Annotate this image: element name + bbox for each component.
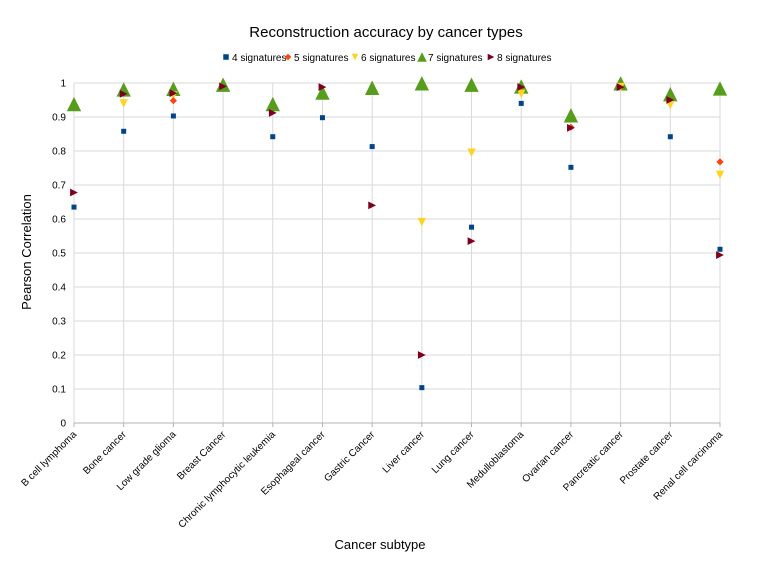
- legend-item: 4 signatures: [223, 53, 286, 64]
- x-tick-label: Breast Cancer: [175, 429, 228, 482]
- point-8-signatures: [268, 109, 277, 117]
- y-tick-label: 0: [60, 419, 66, 430]
- legend-marker: [417, 52, 427, 62]
- point-8-signatures: [716, 251, 724, 259]
- point-8-signatures: [318, 83, 327, 91]
- point-4-signatures: [369, 144, 375, 150]
- point-7-signatures: [563, 108, 579, 123]
- point-7-signatures: [315, 85, 330, 100]
- point-6-signatures: [417, 217, 427, 227]
- point-8-signatures: [417, 351, 426, 359]
- point-4-signatures: [469, 224, 475, 230]
- legend-item: 8 signatures: [487, 53, 551, 64]
- point-4-signatures: [71, 204, 77, 210]
- point-6-signatures: [119, 99, 128, 108]
- x-tick-label: Liver cancer: [381, 429, 428, 476]
- grid: [73, 82, 721, 424]
- legend-item: 5 signatures: [284, 53, 348, 64]
- point-8-signatures: [219, 82, 227, 91]
- y-tick-label: 0.3: [52, 317, 66, 328]
- legend-label: 8 signatures: [497, 53, 551, 64]
- point-6-signatures: [715, 170, 725, 179]
- x-tick-label: Gastric Cancer: [322, 429, 377, 484]
- y-axis-label: Pearson Correlation: [19, 194, 34, 310]
- legend-label: 5 signatures: [294, 53, 348, 64]
- point-8-signatures: [368, 201, 377, 210]
- point-8-signatures: [119, 89, 128, 98]
- point-7-signatures: [66, 96, 82, 112]
- legend-marker: [351, 53, 359, 61]
- x-axis-label: Cancer subtype: [334, 537, 425, 552]
- legend-marker: [223, 54, 229, 60]
- point-4-signatures: [717, 246, 723, 252]
- point-8-signatures: [567, 123, 575, 132]
- x-tick-label: Bone cancer: [81, 429, 129, 477]
- point-7-signatures: [712, 81, 728, 96]
- x-tick-label: Chronic lymphocytic leukemia: [177, 429, 279, 531]
- point-8-signatures: [169, 89, 178, 98]
- x-tick-label: B cell lymphoma: [19, 429, 79, 489]
- point-8-signatures: [70, 188, 78, 197]
- point-4-signatures: [121, 128, 127, 134]
- y-tick-label: 0.1: [52, 385, 66, 396]
- legend-item: 7 signatures: [417, 52, 482, 64]
- chart-title: Reconstruction accuracy by cancer types: [249, 24, 522, 41]
- y-tick-label: 0.7: [52, 181, 66, 192]
- point-4-signatures: [667, 134, 673, 140]
- point-8-signatures: [666, 96, 675, 104]
- point-8-signatures: [616, 83, 625, 91]
- y-tick-label: 0.6: [52, 215, 66, 226]
- x-tick-label: Ovarian cancer: [520, 429, 576, 485]
- point-4-signatures: [518, 100, 524, 106]
- legend-item: 6 signatures: [351, 53, 415, 64]
- point-4-signatures: [170, 113, 176, 119]
- point-8-signatures: [467, 237, 476, 245]
- point-5-signatures: [716, 158, 724, 166]
- point-4-signatures: [568, 164, 574, 170]
- point-4-signatures: [319, 115, 325, 121]
- y-tick-label: 0.8: [52, 147, 66, 158]
- point-6-signatures: [467, 148, 476, 157]
- legend-marker: [284, 53, 292, 61]
- legend: 4 signatures 5 signatures 6 signatures 7 si…: [223, 52, 551, 64]
- y-tick-label: 1: [60, 79, 66, 90]
- y-tick-label: 0.5: [52, 249, 66, 260]
- y-tick-label: 0.4: [52, 283, 66, 294]
- x-tick-label: Prostate cancer: [618, 429, 676, 487]
- y-tick-label: 0.9: [52, 113, 66, 124]
- legend-label: 6 signatures: [361, 53, 415, 64]
- legend-label: 4 signatures: [232, 53, 286, 64]
- point-7-signatures: [414, 76, 430, 91]
- point-7-signatures: [464, 77, 479, 92]
- y-tick-label: 0.2: [52, 351, 66, 362]
- x-tick-label: Lung cancer: [430, 429, 477, 476]
- point-8-signatures: [517, 83, 526, 91]
- point-7-signatures: [265, 96, 280, 112]
- point-4-signatures: [270, 134, 276, 140]
- legend-marker: [487, 53, 495, 61]
- point-6-signatures: [517, 89, 526, 99]
- point-7-signatures: [364, 80, 380, 95]
- legend-label: 7 signatures: [428, 53, 482, 64]
- point-5-signatures: [169, 97, 177, 105]
- point-4-signatures: [419, 385, 425, 391]
- data-points: [66, 76, 728, 391]
